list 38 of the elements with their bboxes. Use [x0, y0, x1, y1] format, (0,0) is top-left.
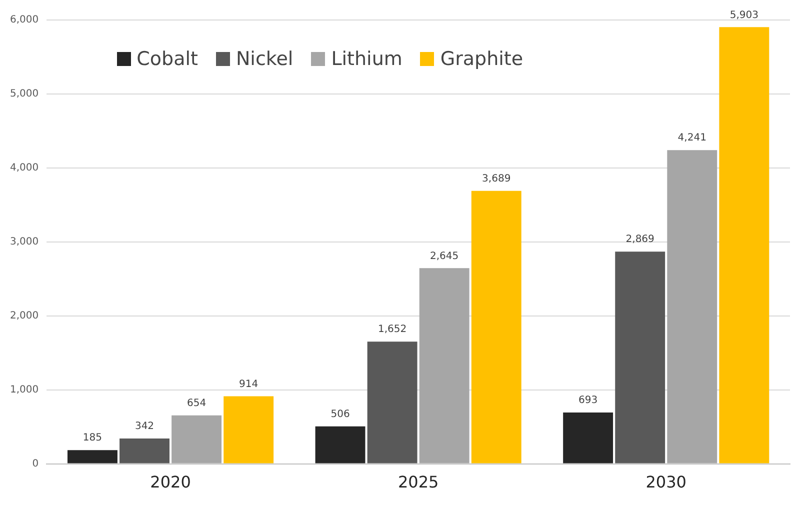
y-tick-label: 1,000 [10, 384, 39, 396]
data-label: 1,652 [378, 324, 407, 336]
bar [419, 268, 470, 464]
y-tick-label: 3,000 [10, 236, 39, 248]
bar [471, 190, 522, 464]
legend-label: Graphite [440, 48, 524, 70]
x-tick-label: 2025 [398, 472, 439, 492]
data-label: 2,869 [626, 234, 654, 246]
data-label: 342 [134, 421, 154, 432]
data-label: 506 [330, 408, 350, 420]
data-label: 5,903 [730, 10, 758, 21]
data-label: 2,645 [430, 250, 459, 262]
data-label: 4,241 [678, 132, 706, 144]
legend-label: Cobalt [136, 48, 198, 70]
legend-label: Nickel [236, 48, 294, 70]
bar [667, 150, 718, 464]
y-tick-label: 6,000 [10, 14, 39, 26]
bar [719, 27, 770, 464]
y-tick-label: 5,000 [10, 88, 39, 100]
y-tick-label: 4,000 [10, 162, 39, 174]
x-tick-label: 2020 [150, 472, 191, 492]
bar [615, 252, 666, 464]
bar [172, 415, 222, 464]
bar [67, 450, 118, 464]
data-label: 185 [82, 432, 102, 444]
bar [224, 396, 274, 464]
y-tick-label: 2,000 [10, 310, 39, 322]
data-label: 914 [239, 378, 258, 390]
data-label: 693 [578, 395, 598, 406]
data-label: 654 [186, 398, 206, 410]
data-label: 3,689 [482, 174, 511, 185]
bar [315, 426, 366, 464]
bar [120, 438, 170, 464]
y-tick-label: 0 [32, 458, 39, 470]
bar [367, 342, 418, 464]
legend-label: Lithium [331, 48, 402, 70]
bar [563, 412, 614, 464]
x-tick-label: 2030 [646, 472, 686, 492]
